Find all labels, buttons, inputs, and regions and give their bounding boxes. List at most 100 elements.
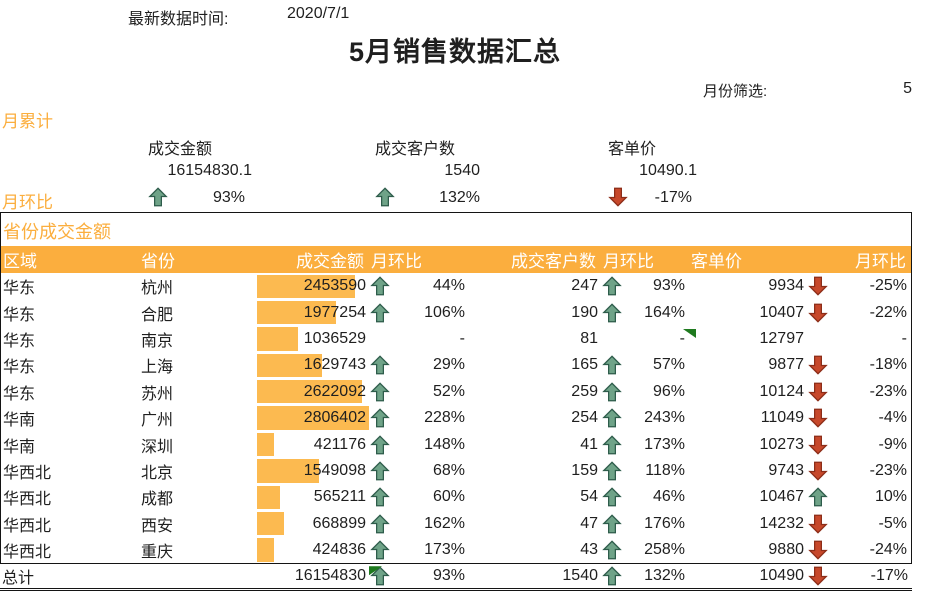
- trend-arrow-icon: [602, 461, 622, 481]
- trend-arrow-icon: [808, 408, 828, 428]
- cell-customers: 190: [571, 303, 598, 321]
- cell-province: 合肥: [141, 306, 174, 324]
- trend-arrow-icon: [370, 461, 390, 481]
- trend-arrow-icon: [808, 382, 828, 402]
- cell-amount: 1977254: [257, 299, 369, 325]
- month-filter-value[interactable]: 5: [903, 80, 912, 97]
- cell-price-mom: -4%: [807, 408, 911, 428]
- cell-amount-mom: 68%: [369, 461, 469, 481]
- updated-time-label: 最新数据时间:: [128, 11, 229, 28]
- kpi-price-label: 客单价: [608, 141, 657, 158]
- trend-arrow-icon: [602, 540, 622, 560]
- header-price-mom: 月环比: [855, 252, 906, 271]
- cell-price-mom: 10%: [807, 487, 911, 507]
- cell-customers: 247: [571, 277, 598, 295]
- table-header-row: 区域 省份 成交金额 月环比 成交客户数 月环比 客单价 月环比: [1, 246, 911, 273]
- cell-price: 9934: [768, 277, 804, 295]
- cell-amount: 2453590: [257, 273, 369, 299]
- cell-amount: 1629743: [257, 352, 369, 378]
- cell-amount: 424836: [257, 537, 369, 563]
- cell-region: 华东: [3, 332, 36, 350]
- cell-price: 14232: [759, 514, 805, 532]
- table-row: 华东 苏州 2622092 52% 259 96% 10124 -23%: [1, 379, 911, 405]
- cell-amount-mom: 162%: [369, 514, 469, 534]
- cell-amount: 421176: [257, 431, 369, 457]
- cell-amount-mom: -: [459, 329, 465, 347]
- trend-down-arrow-icon: [608, 187, 628, 207]
- cell-customers: 54: [580, 488, 598, 506]
- header-amount-mom: 月环比: [371, 252, 422, 271]
- cell-region: 华西北: [3, 544, 52, 562]
- trend-arrow-icon: [808, 540, 828, 560]
- total-customers: 1540: [562, 567, 598, 585]
- cell-customers-mom: 258%: [601, 540, 689, 560]
- trend-up-arrow-icon: [375, 187, 395, 207]
- cell-price: 11049: [760, 409, 804, 427]
- cell-amount-mom: 52%: [369, 382, 469, 402]
- cell-amount: 1036529: [257, 326, 369, 352]
- table-row: 华南 深圳 421176 148% 41 173% 10273 -9%: [1, 431, 911, 457]
- cell-province: 深圳: [141, 438, 174, 456]
- trend-arrow-icon: [370, 276, 390, 296]
- cell-customers-mom: 243%: [601, 408, 689, 428]
- cell-amount: 1549098: [257, 458, 369, 484]
- amount-data-bar: [257, 432, 274, 457]
- amount-data-bar: [257, 512, 284, 536]
- trend-arrow-icon: [370, 302, 390, 323]
- cell-price-mom: -18%: [807, 355, 911, 375]
- cell-region: 华东: [3, 385, 36, 403]
- amount-data-bar: [257, 538, 274, 562]
- cell-amount: 2806402: [257, 405, 369, 431]
- table-row: 华西北 西安 668899 162% 47 176% 14232 -5%: [1, 511, 911, 537]
- cell-province: 苏州: [141, 385, 174, 403]
- trend-up-arrow-icon: [602, 566, 622, 586]
- cell-province: 南京: [141, 332, 174, 350]
- total-row: 总计 16154830 93% 1540 132% 10490 -17%: [0, 563, 912, 592]
- amount-data-bar: [257, 274, 355, 298]
- cell-price-mom: -5%: [807, 514, 911, 534]
- cell-amount-mom: 60%: [369, 487, 469, 507]
- cell-region: 华西北: [3, 517, 52, 535]
- cell-customers: 43: [580, 541, 598, 559]
- cell-region: 华东: [3, 280, 36, 298]
- cell-price: 9743: [768, 461, 804, 479]
- table-row: 华西北 成都 565211 60% 54 46% 10467 10%: [1, 484, 911, 510]
- trend-arrow-icon: [370, 382, 390, 402]
- cell-customers-mom: 176%: [601, 514, 689, 534]
- kpi-price-value: 10490.1: [639, 162, 697, 179]
- amount-data-bar: [257, 300, 336, 325]
- kpi-mom-label: 月环比: [2, 193, 53, 212]
- cell-customers: 259: [571, 382, 598, 400]
- header-price: 客单价: [691, 252, 742, 271]
- cell-customers: 81: [580, 329, 598, 347]
- cell-price: 9877: [768, 356, 804, 374]
- cell-province: 上海: [141, 359, 174, 377]
- cell-region: 华西北: [3, 464, 52, 482]
- trend-arrow-icon: [370, 434, 390, 455]
- cell-price: 10407: [759, 303, 805, 321]
- month-filter-label: 月份筛选:: [703, 83, 768, 100]
- amount-data-bar: [257, 459, 319, 483]
- amount-data-bar: [257, 485, 280, 510]
- total-customers-mom: 132%: [644, 567, 685, 585]
- cell-customers: 165: [571, 356, 598, 374]
- trend-arrow-icon: [602, 487, 622, 507]
- header-province: 省份: [141, 252, 175, 271]
- cell-price-mom: -23%: [807, 382, 911, 402]
- province-section-label: 省份成交金额: [3, 222, 111, 242]
- cell-region: 华东: [3, 306, 36, 324]
- table-row: 华东 南京 1036529 - 81 - 12797 -: [1, 326, 911, 352]
- trend-arrow-icon: [602, 302, 622, 323]
- trend-arrow-icon: [808, 461, 828, 481]
- trend-arrow-icon: [602, 276, 622, 296]
- total-label: 总计: [2, 570, 35, 588]
- page-title: 5月销售数据汇总: [348, 37, 562, 67]
- cell-customers: 254: [571, 409, 598, 427]
- cell-price-mom: -23%: [807, 461, 911, 481]
- trend-arrow-icon: [602, 382, 622, 402]
- table-row: 华东 杭州 2453590 44% 247 93% 9934 -25%: [1, 273, 911, 299]
- cell-province: 成都: [141, 491, 174, 509]
- trend-arrow-icon: [602, 355, 622, 375]
- kpi-amount-label: 成交金额: [148, 141, 213, 158]
- cell-amount-mom: 228%: [369, 408, 469, 428]
